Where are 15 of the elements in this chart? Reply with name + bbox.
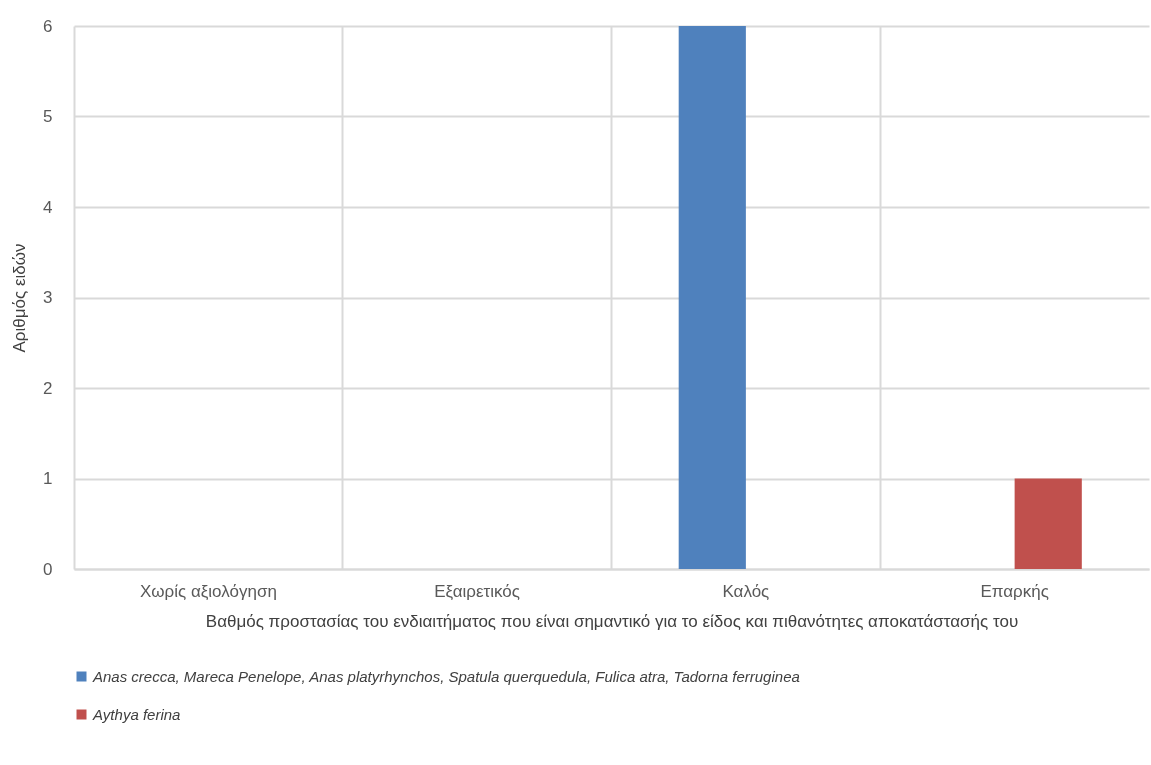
legend-label: Aythya ferina [92, 705, 181, 723]
x-tick-label: Εξαιρετικός [434, 581, 521, 601]
y-axis-title: Αριθμός ειδών [10, 243, 30, 353]
y-tick-label: 6 [43, 16, 53, 36]
x-tick-label: Καλός [722, 581, 770, 601]
y-tick-label: 3 [43, 288, 53, 307]
y-tick-label: 2 [43, 378, 53, 398]
x-tick-label: Χωρίς αξιολόγηση [139, 581, 277, 601]
y-tick-label: 5 [43, 107, 53, 126]
y-tick-label: 1 [43, 469, 53, 488]
x-axis-title: Βαθμός προστασίας του ενδιαιτήματος που είναι σημαντικό για το είδος και πιθανότητες αποκατάστασής του [205, 611, 1019, 631]
legend-label: Anas crecca, Mareca Penelope, Anas platyrhynchos, Spatula querquedula, Fulica atra, Tadorna ferruginea [92, 667, 800, 685]
y-tick-label: 4 [43, 197, 53, 217]
x-tick-label: Επαρκής [980, 581, 1049, 601]
y-tick-label: 0 [43, 559, 53, 579]
